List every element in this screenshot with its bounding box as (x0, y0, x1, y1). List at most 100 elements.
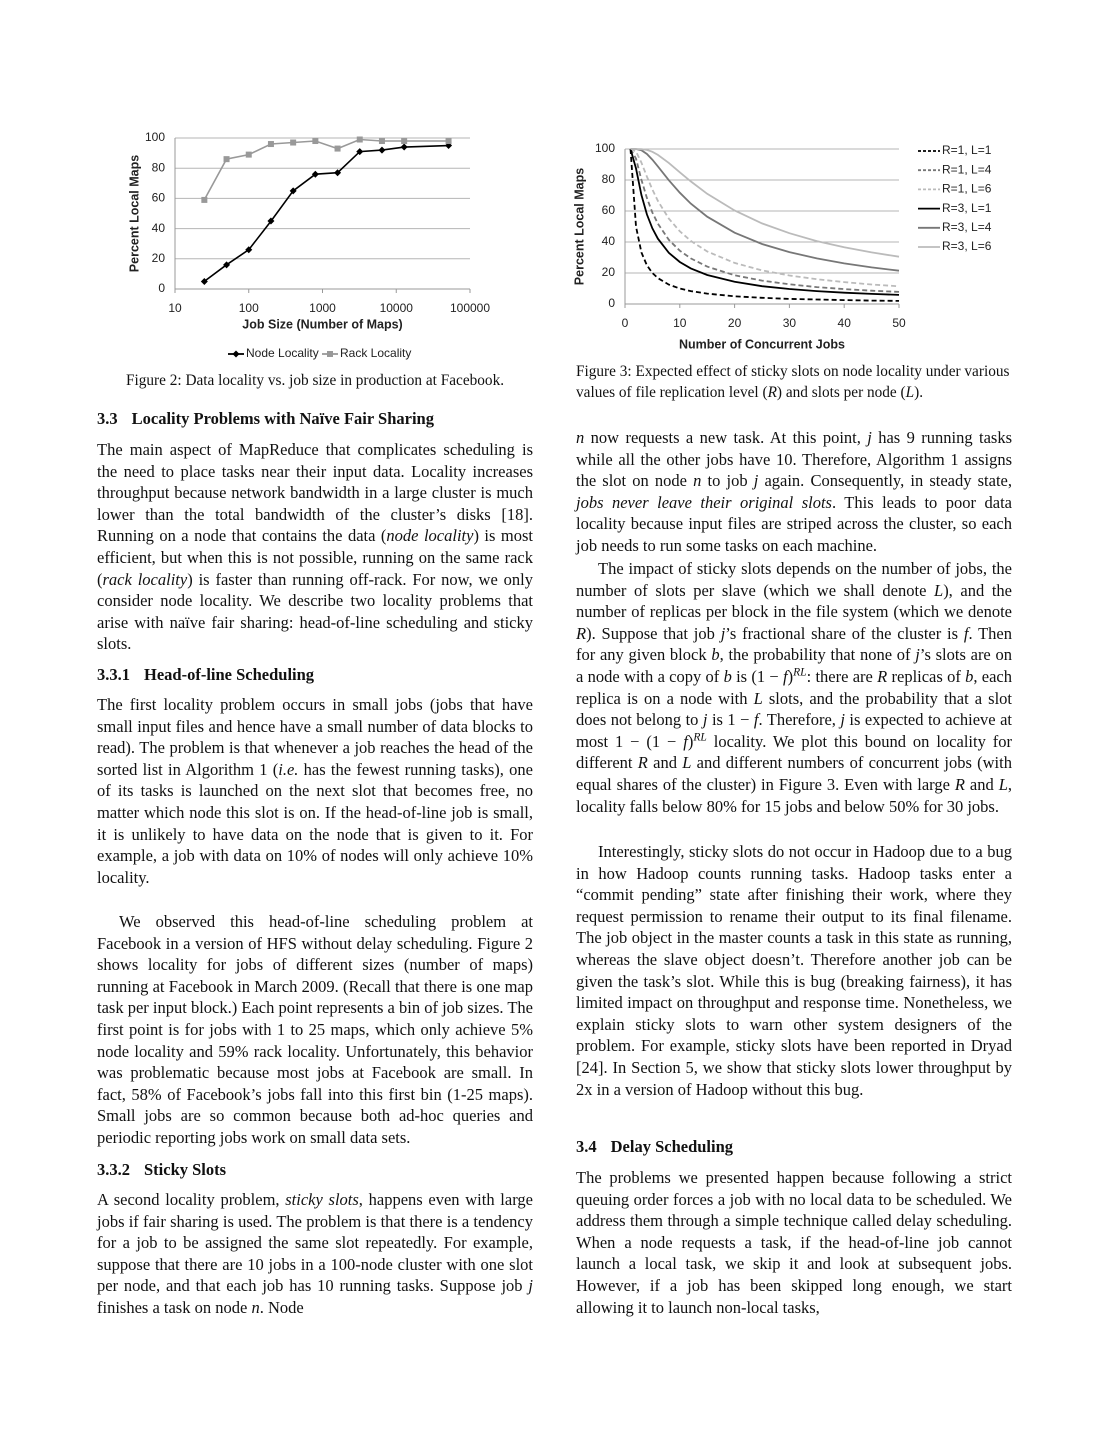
text-run: The main aspect of MapReduce that compli… (97, 440, 533, 546)
text-run: Figure 3: Expected effect of sticky slot… (576, 363, 1010, 401)
series-line (203, 144, 449, 283)
x-tick-label: 1000 (309, 301, 336, 315)
section-heading: 3.3.1 Head-of-line Scheduling (97, 664, 533, 686)
italic-run: R (877, 666, 888, 686)
x-tick-label: 10000 (380, 301, 414, 315)
series-line (630, 148, 900, 258)
point (401, 138, 408, 145)
text-run: locality. We plot this bound on locality… (576, 731, 1012, 773)
point (245, 151, 252, 158)
point (289, 187, 297, 195)
text-run: The first locality problem occurs in sma… (97, 695, 533, 779)
x-tick-label: 30 (783, 316, 797, 330)
italic-run: j (528, 1276, 533, 1296)
x-tick-label: 40 (838, 316, 852, 330)
italic-run: j (867, 428, 872, 447)
text-run: ’s fractional share of the cluster is (725, 623, 964, 643)
superscript: RL (793, 667, 806, 679)
paragraph: The impact of sticky slots depends on th… (576, 558, 1012, 817)
italic-run: j (720, 623, 726, 643)
text-run: , locality falls below 80% for 15 jobs a… (576, 774, 1013, 816)
figure-caption: Figure 3: Expected effect of sticky slot… (576, 361, 1012, 403)
section-number: 3.3.1 (97, 665, 130, 684)
text-run: ’s slots are on a node with a copy of (576, 645, 1012, 686)
italic-run: R (954, 774, 965, 794)
point (201, 196, 208, 203)
section-title: Delay Scheduling (610, 1137, 734, 1156)
italic-run: n (251, 1297, 260, 1317)
italic-run: L (934, 580, 944, 600)
italic-run: f (963, 623, 969, 643)
text-run: The impact of sticky slots depends on th… (576, 559, 1012, 600)
y-axis-title: Percent Local Maps (572, 168, 586, 285)
superscript: RL (693, 731, 706, 744)
section-title: Head-of-line Scheduling (144, 665, 315, 684)
legend-label: Node Locality (246, 346, 319, 360)
text-run: has the fewest running tasks), one of it… (97, 759, 533, 887)
text-run: is 1 − (707, 710, 754, 730)
point (334, 169, 342, 177)
paragraph: A second locality problem, sticky slots,… (97, 1189, 533, 1319)
x-tick-label: 0 (622, 316, 629, 330)
text-run: , the probability that none of (719, 645, 916, 665)
text-run: The problems we presented happen because… (576, 1168, 1012, 1317)
x-tick-label: 10 (168, 301, 182, 315)
y-tick-label: 100 (595, 141, 615, 155)
italic-run: L (905, 384, 915, 401)
italic-run: jobs never leave their original slots (576, 492, 832, 512)
italic-run: sticky slots (285, 1190, 359, 1209)
text-run: . Node (259, 1297, 304, 1317)
italic-run: f (683, 731, 688, 751)
text-run: and (647, 753, 683, 773)
y-tick-label: 0 (158, 281, 165, 295)
paragraph: n now requests a new task. At this point… (576, 427, 1012, 557)
x-axis-title: Job Size (Number of Maps) (242, 317, 402, 331)
text-run: Interestingly, sticky slots do not occur… (576, 842, 1012, 1099)
text-run: ) and slots per node ( (776, 384, 906, 401)
section-number: 3.4 (576, 1137, 597, 1156)
point (334, 145, 341, 152)
point (327, 351, 333, 357)
italic-run: node locality (386, 526, 474, 546)
text-run: finishes a task on node (97, 1297, 252, 1317)
point (245, 246, 253, 254)
y-tick-label: 60 (152, 191, 166, 205)
y-tick-label: 40 (602, 234, 616, 248)
text-run: slots, and the probability that a slot d… (576, 688, 1012, 730)
section-heading: 3.4 Delay Scheduling (576, 1136, 1012, 1158)
text-run: again. Consequently, in steady state, (758, 471, 1013, 491)
point (267, 217, 275, 225)
series-line (629, 148, 900, 302)
text-run: ) (687, 731, 694, 751)
y-tick-label: 100 (145, 130, 165, 144)
text-run: is expected to achieve at most 1 − (1 − (576, 710, 1012, 751)
y-tick-label: 80 (602, 172, 616, 186)
series-line (630, 148, 900, 272)
text-run: and (964, 774, 999, 794)
text-run: ) is most efficient, but when this is no… (97, 526, 533, 589)
point (356, 136, 363, 143)
text-run: : there are (806, 666, 878, 686)
italic-run: n (693, 471, 702, 491)
y-tick-label: 0 (608, 296, 615, 310)
point (290, 139, 297, 146)
text-run: . Therefore, (758, 710, 841, 730)
text-run: to job (701, 471, 754, 491)
y-tick-label: 80 (152, 160, 166, 174)
italic-run: f (753, 710, 759, 730)
x-axis-title: Number of Concurrent Jobs (679, 337, 845, 351)
italic-run: L (682, 753, 692, 773)
italic-run: b (723, 666, 732, 686)
paragraph: We observed this head-of-line scheduling… (97, 911, 533, 1149)
italic-run: R (637, 753, 648, 773)
section-number: 3.3 (97, 409, 118, 428)
text-run: ). Suppose that job (586, 623, 721, 643)
point (356, 148, 364, 156)
paragraph: Interestingly, sticky slots do not occur… (576, 841, 1012, 1100)
legend-label: R=3, L=6 (942, 239, 992, 253)
text-run: replicas of (887, 666, 966, 686)
text-run: . This leads to poor data locality becau… (576, 492, 1012, 555)
text-run: , each replica is on a node with (576, 666, 1012, 708)
italic-run: j (702, 710, 708, 730)
